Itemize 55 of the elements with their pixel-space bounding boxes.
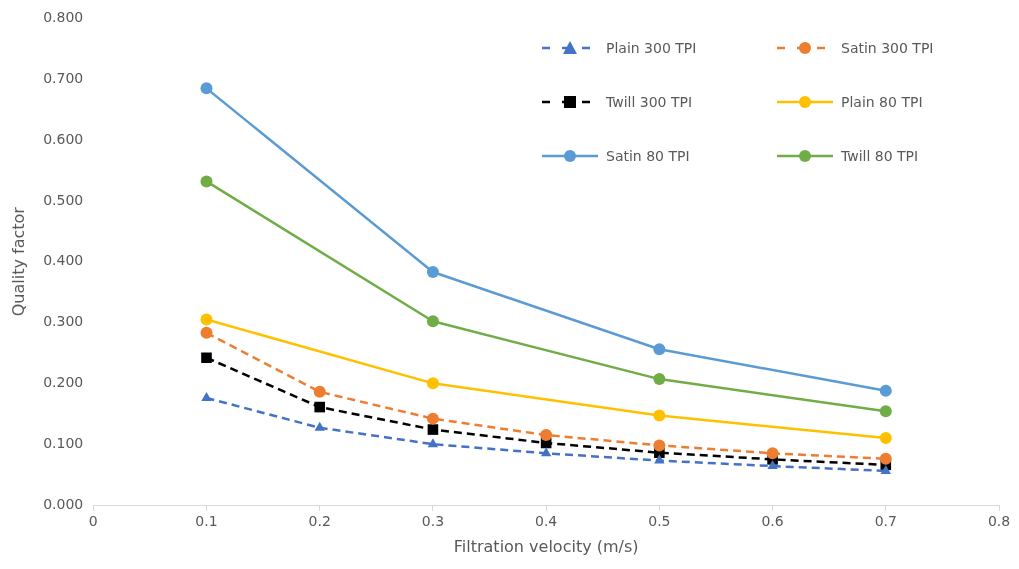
- x-tick-label: 0.7: [874, 513, 897, 530]
- point: [653, 373, 666, 386]
- legend-label: Satin 80 TPI: [606, 148, 690, 164]
- point: [879, 384, 892, 397]
- point: [766, 447, 779, 460]
- point: [879, 432, 892, 445]
- point: [427, 438, 439, 448]
- point: [653, 409, 666, 422]
- y-tick-label: 0.600: [43, 130, 84, 147]
- legend-label: Twill 300 TPI: [606, 94, 693, 110]
- legend-label: Plain 80 TPI: [841, 94, 923, 110]
- point: [200, 326, 213, 339]
- point: [540, 447, 552, 457]
- x-axis-title: Filtration velocity (m/s): [453, 536, 639, 556]
- y-axis-title: Quality factor: [8, 206, 28, 317]
- point: [426, 412, 439, 425]
- point: [200, 175, 213, 188]
- point: [426, 377, 439, 390]
- x-tick-label: 0.6: [761, 513, 784, 530]
- y-tick-label: 0.500: [43, 191, 84, 208]
- x-tick-label: 0.1: [195, 513, 218, 530]
- point: [540, 429, 553, 442]
- point: [200, 82, 213, 95]
- point: [879, 452, 892, 465]
- point: [314, 421, 325, 431]
- point: [426, 266, 439, 279]
- legend-label: Satin 300 TPI: [841, 40, 934, 56]
- y-tick-label: 0.200: [43, 373, 84, 390]
- point: [313, 385, 326, 398]
- point: [767, 460, 778, 470]
- legend-label: Twill 80 TPI: [841, 148, 919, 164]
- point: [201, 352, 212, 364]
- point: [426, 315, 439, 328]
- x-tick-label: 0.2: [308, 513, 331, 530]
- y-tick-label: 0.100: [43, 434, 84, 451]
- y-tick-label: 0.700: [43, 69, 84, 86]
- x-tick-label: 0: [88, 513, 98, 530]
- y-tick-label: 0.300: [43, 313, 84, 330]
- point: [654, 454, 665, 464]
- y-tick-label: 0.400: [43, 252, 84, 269]
- point: [427, 424, 439, 435]
- y-tick-label: 0.800: [43, 9, 84, 26]
- point: [314, 401, 326, 413]
- point: [879, 405, 892, 418]
- x-tick-label: 0.3: [421, 513, 445, 530]
- point: [200, 313, 213, 326]
- x-tick-label: 0.8: [987, 513, 1011, 530]
- point: [880, 464, 891, 474]
- legend-label: Plain 300 TPI: [606, 40, 697, 56]
- x-tick-label: 0.5: [648, 513, 671, 530]
- y-tick-label: 0.000: [43, 495, 84, 512]
- point: [653, 343, 666, 356]
- point: [653, 439, 666, 452]
- x-tick-label: 0.4: [535, 513, 558, 530]
- point: [201, 391, 212, 401]
